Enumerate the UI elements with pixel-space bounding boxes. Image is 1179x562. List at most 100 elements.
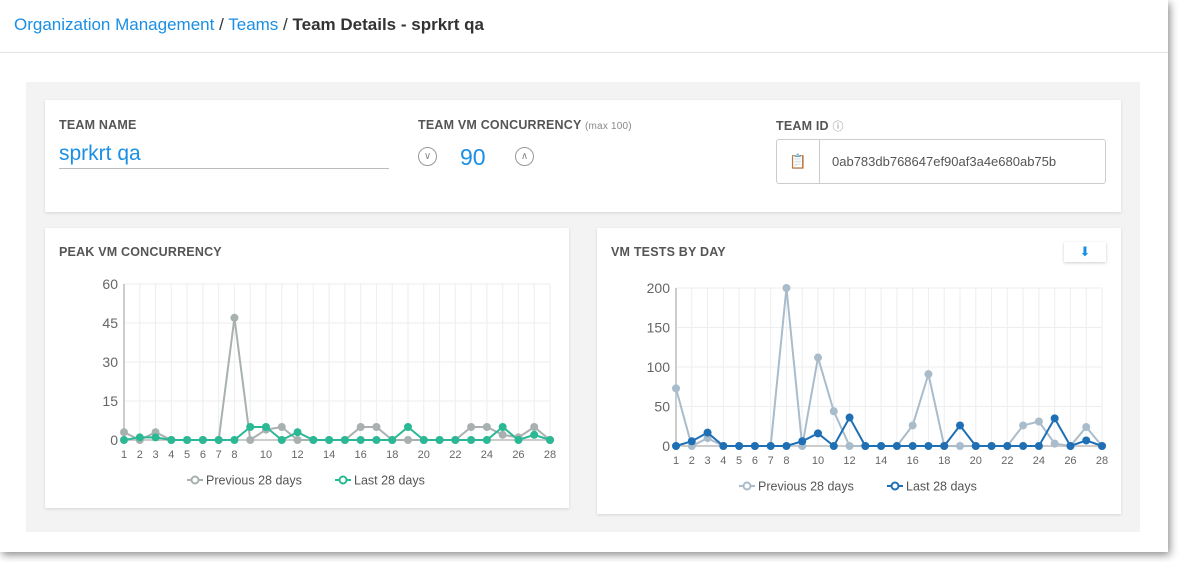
x-tick-label: 22 [1001, 455, 1013, 467]
series-line [675, 415, 1103, 448]
breadcrumb-org-link[interactable]: Organization Management [14, 15, 215, 34]
data-point [1066, 442, 1075, 450]
legend-label: Last 28 days [906, 480, 977, 494]
y-tick-label: 0 [662, 438, 670, 454]
series-line [123, 317, 551, 442]
breadcrumb-sep: / [283, 15, 288, 34]
team-name-label: TEAM NAME [59, 118, 137, 132]
y-tick-label: 0 [110, 432, 118, 448]
x-tick-label: 14 [323, 449, 335, 461]
x-tick-label: 8 [231, 449, 237, 461]
x-tick-label: 3 [152, 449, 158, 461]
data-point [498, 423, 507, 431]
data-point [372, 423, 381, 431]
page-title: Team Details - sprkrt qa [292, 15, 484, 34]
data-point [246, 423, 255, 431]
chevron-up-icon: ∧ [520, 151, 529, 162]
data-point [482, 436, 491, 444]
increase-button[interactable]: ∧ [515, 147, 534, 166]
legend-marker [190, 475, 200, 485]
data-point [1050, 439, 1059, 448]
data-point [120, 428, 128, 437]
x-tick-label: 4 [168, 449, 174, 461]
data-point [956, 442, 964, 450]
data-point [1034, 442, 1043, 450]
legend-label: Previous 28 days [758, 480, 854, 494]
legend-label: Last 28 days [354, 474, 425, 488]
data-point [845, 413, 854, 422]
x-tick-label: 10 [260, 449, 272, 461]
data-point [814, 429, 822, 438]
download-button[interactable]: ⬇ [1064, 242, 1106, 262]
data-point [735, 442, 744, 450]
data-point [782, 442, 791, 450]
data-point [672, 442, 680, 450]
legend-marker [890, 481, 900, 491]
data-point [419, 436, 428, 444]
team-id-value[interactable]: 0ab783db768647ef90af3a4e680ab75b [832, 154, 1057, 169]
concurrency-label-text: TEAM VM CONCURRENCY [418, 118, 582, 132]
x-tick-label: 7 [768, 455, 774, 467]
x-tick-label: 28 [544, 449, 556, 461]
data-point [498, 430, 507, 439]
data-point [356, 423, 365, 431]
chart-title: VM TESTS BY DAY [611, 245, 726, 259]
data-point [924, 370, 933, 379]
x-tick-label: 6 [752, 455, 758, 467]
breadcrumb-sep: / [219, 15, 224, 34]
data-point [135, 433, 144, 442]
data-point [277, 436, 286, 444]
data-point [514, 436, 523, 444]
concurrency-label: TEAM VM CONCURRENCY (max 100) [418, 118, 632, 132]
data-point [1082, 423, 1091, 432]
vm-tests-card: VM TESTS BY DAY ⬇ 0 50 100 150 200 1 2 3 4 5 6 7 8 10… [597, 228, 1121, 514]
legend-marker [338, 475, 348, 485]
data-point [230, 313, 239, 322]
x-tick-label: 24 [481, 449, 493, 461]
data-point [293, 436, 302, 444]
data-point [372, 436, 381, 444]
data-point [546, 436, 554, 444]
x-tick-label: 16 [355, 449, 367, 461]
data-point [293, 428, 302, 437]
data-point [814, 353, 822, 362]
x-tick-label: 8 [783, 455, 789, 467]
x-tick-label: 24 [1033, 455, 1045, 467]
team-id-label: TEAM ID ⓘ [776, 118, 844, 134]
data-point [325, 436, 334, 444]
x-tick-label: 1 [673, 455, 679, 467]
x-tick-label: 12 [843, 455, 855, 467]
data-point [766, 442, 775, 450]
x-tick-label: 28 [1096, 455, 1108, 467]
breadcrumb-teams-link[interactable]: Teams [228, 15, 279, 34]
data-point [340, 436, 349, 444]
concurrency-hint: (max 100) [585, 121, 632, 132]
download-icon: ⬇ [1079, 244, 1091, 259]
team-id-field: 📋 0ab783db768647ef90af3a4e680ab75b [776, 139, 1106, 184]
x-tick-label: 1 [121, 449, 127, 461]
team-name-input[interactable]: sprkrt qa [59, 142, 389, 169]
data-point [750, 442, 759, 450]
x-tick-label: 26 [512, 449, 524, 461]
series-line [123, 425, 551, 442]
info-icon[interactable]: ⓘ [832, 121, 844, 133]
chart-title: PEAK VM CONCURRENCY [59, 245, 222, 259]
x-tick-label: 20 [970, 455, 982, 467]
data-point [861, 442, 870, 450]
decrease-button[interactable]: ∨ [418, 147, 437, 166]
data-point [877, 442, 886, 450]
data-point [1019, 421, 1028, 430]
data-point [1034, 417, 1043, 426]
x-tick-label: 22 [449, 449, 461, 461]
data-point [530, 423, 539, 431]
data-point [262, 423, 270, 431]
data-point [246, 436, 255, 444]
legend-marker [742, 481, 752, 491]
divider [0, 52, 1168, 53]
x-tick-label: 7 [216, 449, 222, 461]
y-tick-label: 150 [647, 320, 671, 336]
data-point [451, 436, 460, 444]
data-point [924, 442, 933, 450]
clipboard-icon[interactable]: 📋 [777, 140, 820, 183]
